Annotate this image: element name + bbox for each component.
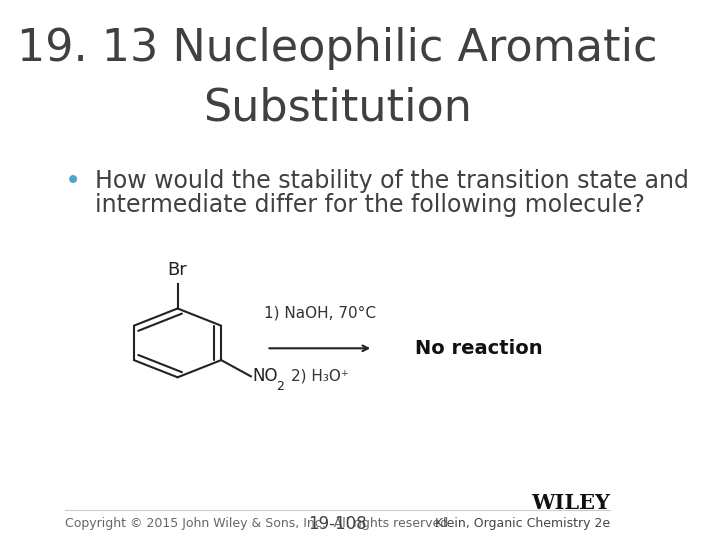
Text: •: • <box>65 167 81 195</box>
Text: 2: 2 <box>276 380 284 393</box>
Text: WILEY: WILEY <box>531 493 610 513</box>
Text: How would the stability of the transition state and: How would the stability of the transitio… <box>94 169 688 193</box>
Text: Copyright © 2015 John Wiley & Sons, Inc.  All rights reserved.: Copyright © 2015 John Wiley & Sons, Inc.… <box>65 517 452 530</box>
Text: Br: Br <box>168 261 187 279</box>
Text: 1) NaOH, 70°C: 1) NaOH, 70°C <box>264 305 376 320</box>
Text: 19. 13 Nucleophilic Aromatic: 19. 13 Nucleophilic Aromatic <box>17 27 658 70</box>
Text: Substitution: Substitution <box>203 86 472 130</box>
Text: intermediate differ for the following molecule?: intermediate differ for the following mo… <box>94 193 644 217</box>
Text: 19-108: 19-108 <box>308 515 367 533</box>
Text: Klein, Organic Chemistry 2e: Klein, Organic Chemistry 2e <box>435 517 610 530</box>
Text: 2) H₃O⁺: 2) H₃O⁺ <box>291 369 348 384</box>
Text: NO: NO <box>253 367 278 386</box>
Text: No reaction: No reaction <box>415 339 542 358</box>
